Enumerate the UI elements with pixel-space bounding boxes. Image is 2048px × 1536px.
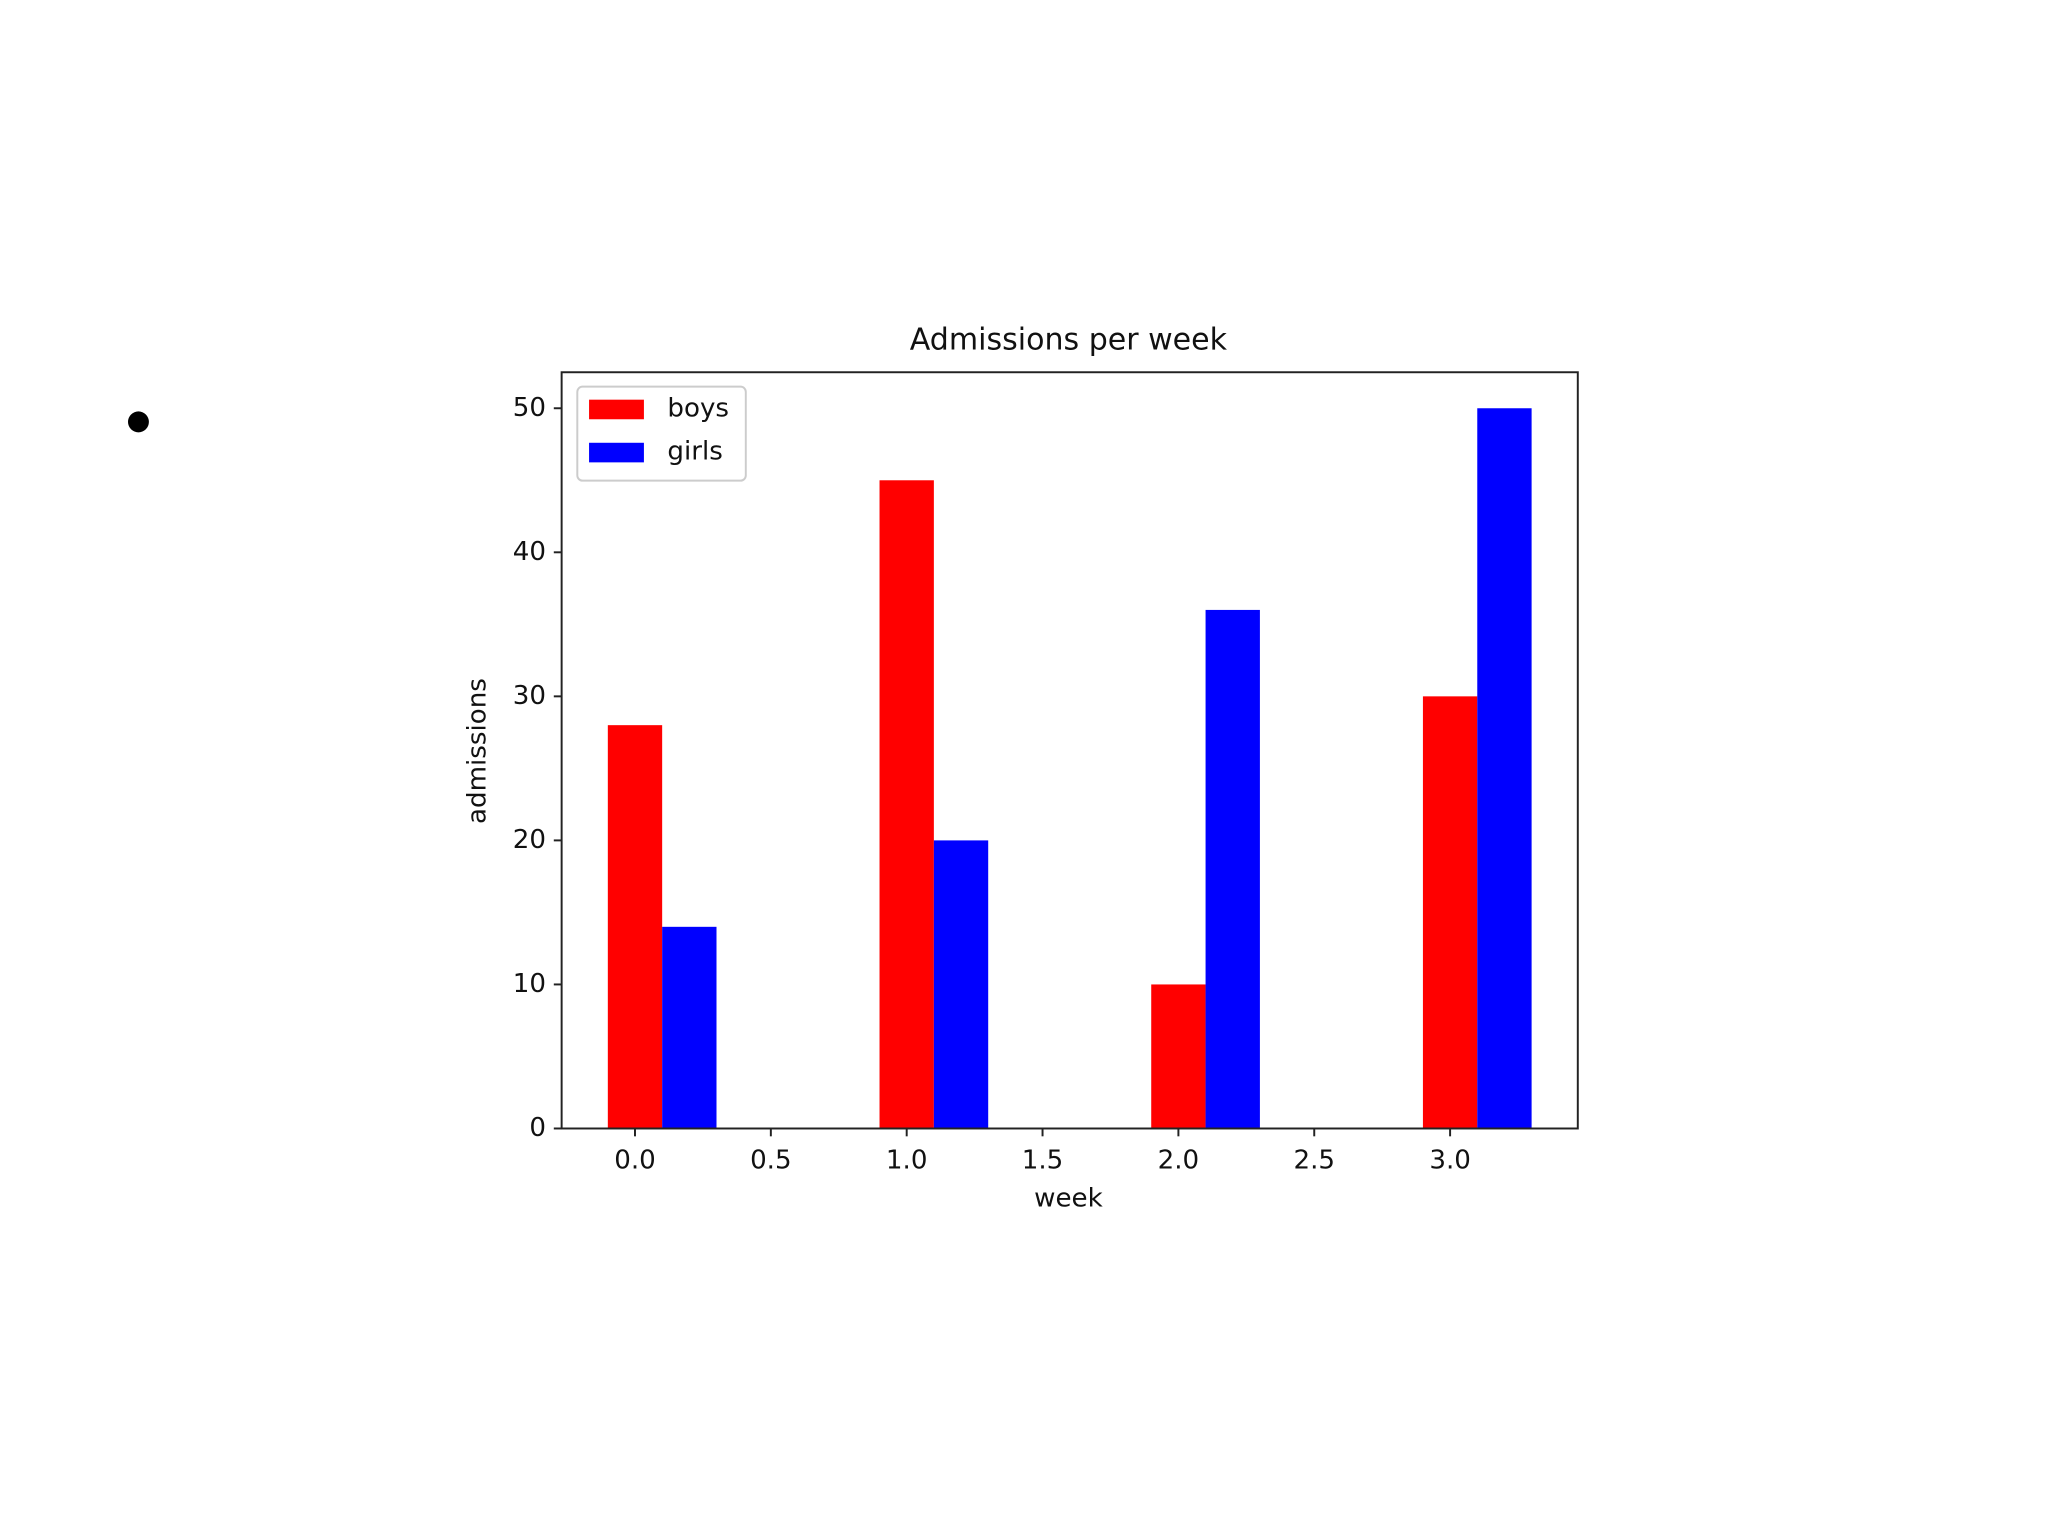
bar	[662, 926, 717, 1129]
x-tick-label: 3.0	[1429, 1146, 1471, 1176]
bullet	[128, 411, 149, 433]
bar	[1151, 984, 1206, 1129]
legend-swatch	[589, 399, 644, 420]
bar	[933, 840, 989, 1129]
x-tick-label: 2.5	[1293, 1146, 1335, 1176]
x-tick-label: 1.5	[1022, 1146, 1064, 1176]
bar	[1422, 696, 1478, 1129]
bar	[1477, 408, 1532, 1129]
y-axis-label: admissions	[463, 678, 493, 824]
bar	[607, 725, 663, 1129]
y-tick-label: 10	[513, 969, 546, 999]
legend-label: girls	[667, 436, 722, 466]
bar	[1205, 609, 1260, 1129]
legend-label: boys	[667, 393, 729, 423]
plot-frame	[560, 371, 1579, 1130]
y-tick-label: 20	[513, 825, 546, 855]
x-tick-label: 0.0	[614, 1146, 656, 1176]
x-axis-label: week	[1034, 1184, 1103, 1214]
chart-title: Admissions per week	[910, 322, 1228, 357]
bar	[879, 480, 934, 1129]
legend-swatch	[589, 442, 644, 463]
y-tick-label: 40	[513, 537, 546, 567]
x-tick-label: 1.0	[886, 1146, 928, 1176]
y-tick-label: 30	[513, 681, 546, 711]
y-tick-label: 0	[529, 1113, 546, 1143]
x-tick-label: 2.0	[1158, 1146, 1200, 1176]
x-tick-label: 0.5	[750, 1146, 792, 1176]
y-tick-label: 50	[513, 393, 546, 423]
